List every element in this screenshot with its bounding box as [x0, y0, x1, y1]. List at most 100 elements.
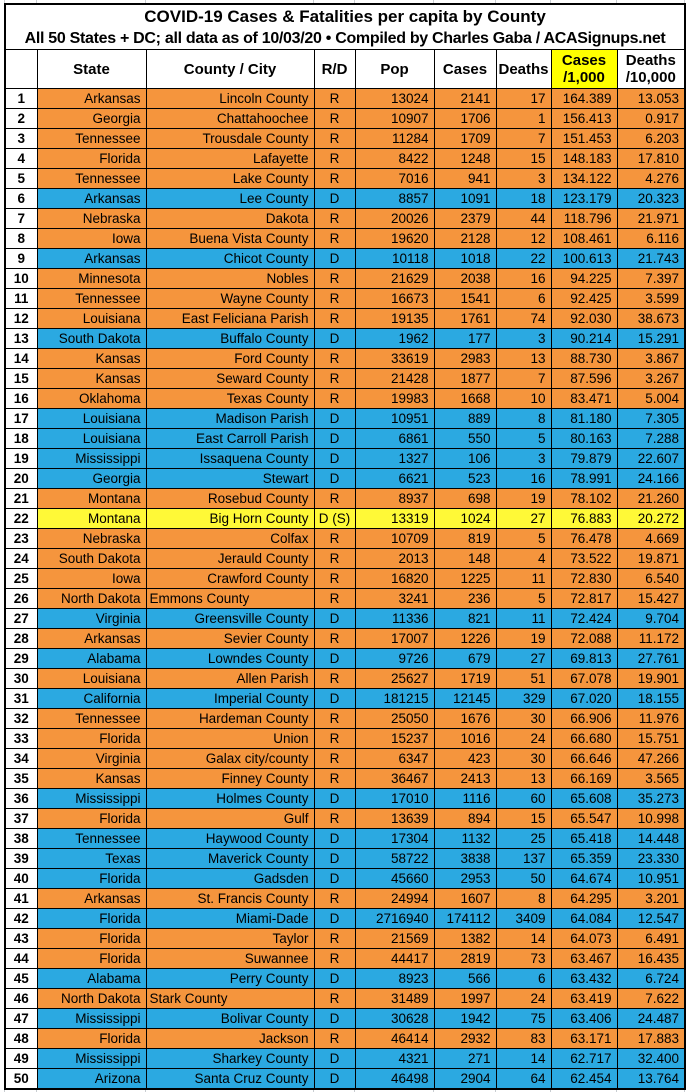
- cell-population: 13639: [354, 808, 435, 829]
- cell-population: 36467: [354, 768, 435, 789]
- row-rank: 32: [4, 708, 38, 729]
- cell-deaths: 73: [495, 948, 552, 969]
- row-rank: 29: [4, 648, 38, 669]
- table-row: 17 Louisiana Madison Parish D 10951 889 8 81.18…: [4, 408, 686, 429]
- cell-cases-per-1000: 118.796: [550, 208, 618, 229]
- cell-deaths-per-10000: 3.565: [616, 768, 686, 789]
- table-row: 1 Arkansas Lincoln County R 13024 2141 17 164.3…: [4, 88, 686, 109]
- gridline-stub: [616, 1090, 617, 1092]
- cell-county: Wayne County: [145, 288, 315, 309]
- cell-deaths: 19: [495, 488, 552, 509]
- cell-state: Florida: [36, 1028, 147, 1049]
- cell-deaths: 19: [495, 628, 552, 649]
- row-rank: 8: [4, 228, 38, 249]
- cell-deaths: 6: [495, 288, 552, 309]
- cell-population: 3241: [354, 588, 435, 609]
- cell-county: Jackson: [145, 1028, 315, 1049]
- cell-cases-per-1000: 88.730: [550, 348, 618, 369]
- cell-party: D: [313, 248, 356, 269]
- cell-state: Arkansas: [36, 188, 147, 209]
- table-row: 31 California Imperial County D 181215 12145 3…: [4, 688, 686, 709]
- table-row: 29 Alabama Lowndes County D 9726 679 27 69.813 2…: [4, 648, 686, 669]
- cell-population: 8422: [354, 148, 435, 169]
- cell-cases-per-1000: 64.073: [550, 928, 618, 949]
- cell-party: R: [313, 1028, 356, 1049]
- cell-population: 1962: [354, 328, 435, 349]
- cell-deaths: 30: [495, 748, 552, 769]
- cell-population: 46414: [354, 1028, 435, 1049]
- cell-party: R: [313, 668, 356, 689]
- table-row: 21 Montana Rosebud County R 8937 698 19 78.102 2…: [4, 488, 686, 509]
- gridline-stub: [354, 0, 355, 3]
- cell-population: 16820: [354, 568, 435, 589]
- cell-state: Montana: [36, 488, 147, 509]
- table-row: 44 Florida Suwannee R 44417 2819 73 63.467 16.43…: [4, 948, 686, 969]
- cell-population: 8857: [354, 188, 435, 209]
- cell-state: Arkansas: [36, 248, 147, 269]
- cell-cases-per-1000: 72.830: [550, 568, 618, 589]
- cell-party: R: [313, 368, 356, 389]
- cell-party: D: [313, 648, 356, 669]
- cell-party: D: [313, 828, 356, 849]
- cell-deaths: 8: [495, 888, 552, 909]
- cell-state: South Dakota: [36, 328, 147, 349]
- cell-county: Finney County: [145, 768, 315, 789]
- table-row: 5 Tennessee Lake County R 7016 941 3 134.122 4.2…: [4, 168, 686, 189]
- cell-county: Taylor: [145, 928, 315, 949]
- cell-cases: 1761: [433, 308, 497, 329]
- cell-deaths-per-10000: 7.397: [616, 268, 686, 289]
- cell-cases: 2413: [433, 768, 497, 789]
- cell-cases: 819: [433, 528, 497, 549]
- cell-cases-per-1000: 72.088: [550, 628, 618, 649]
- cell-cases: 1706: [433, 108, 497, 129]
- column-header-rd: R/D: [313, 49, 356, 89]
- cell-county: Madison Parish: [145, 408, 315, 429]
- cell-cases-per-1000: 66.169: [550, 768, 618, 789]
- cell-deaths: 60: [495, 788, 552, 809]
- row-rank: 28: [4, 628, 38, 649]
- cell-cases: 1248: [433, 148, 497, 169]
- table-title: COVID-19 Cases & Fatalities per capita b…: [5, 4, 686, 28]
- cell-cases-per-1000: 148.183: [550, 148, 618, 169]
- cell-deaths: 14: [495, 928, 552, 949]
- cell-state: Kansas: [36, 348, 147, 369]
- table-row: 25 Iowa Crawford County R 16820 1225 11 72.830 6…: [4, 568, 686, 589]
- cell-party: D: [313, 1068, 356, 1090]
- cell-state: Florida: [36, 868, 147, 889]
- cell-county: Crawford County: [145, 568, 315, 589]
- cell-county: Suwannee: [145, 948, 315, 969]
- cell-county: Nobles: [145, 268, 315, 289]
- cell-county: Greensville County: [145, 608, 315, 629]
- cell-deaths-per-10000: 12.547: [616, 908, 686, 929]
- cell-cases-per-1000: 151.453: [550, 128, 618, 149]
- cell-cases: 423: [433, 748, 497, 769]
- cell-state: Louisiana: [36, 668, 147, 689]
- cell-party: R: [313, 388, 356, 409]
- cell-population: 16673: [354, 288, 435, 309]
- table-row: 43 Florida Taylor R 21569 1382 14 64.073 6.491: [4, 928, 686, 949]
- cell-state: Texas: [36, 848, 147, 869]
- gridline-stub: [36, 0, 37, 3]
- cell-cases-per-1000: 66.646: [550, 748, 618, 769]
- cell-population: 2716940: [354, 908, 435, 929]
- cell-county: Chicot County: [145, 248, 315, 269]
- cell-county: Trousdale County: [145, 128, 315, 149]
- cell-deaths: 13: [495, 348, 552, 369]
- cell-deaths: 18: [495, 188, 552, 209]
- gridline-stub: [433, 0, 434, 3]
- cell-county: Dakota: [145, 208, 315, 229]
- cell-deaths: 11: [495, 608, 552, 629]
- cell-state: Arkansas: [36, 88, 147, 109]
- column-header-deaths: Deaths: [495, 49, 552, 89]
- cell-cases-per-1000: 63.406: [550, 1008, 618, 1029]
- table-row: 4 Florida Lafayette R 8422 1248 15 148.183 17.81…: [4, 148, 686, 169]
- cell-cases-per-1000: 73.522: [550, 548, 618, 569]
- cell-deaths-per-10000: 38.673: [616, 308, 686, 329]
- row-rank: 35: [4, 768, 38, 789]
- cell-party: D: [313, 408, 356, 429]
- cell-population: 10951: [354, 408, 435, 429]
- cell-population: 19135: [354, 308, 435, 329]
- cell-party: R: [313, 588, 356, 609]
- cell-population: 181215: [354, 688, 435, 709]
- table-row: 27 Virginia Greensville County D 11336 821 11 7…: [4, 608, 686, 629]
